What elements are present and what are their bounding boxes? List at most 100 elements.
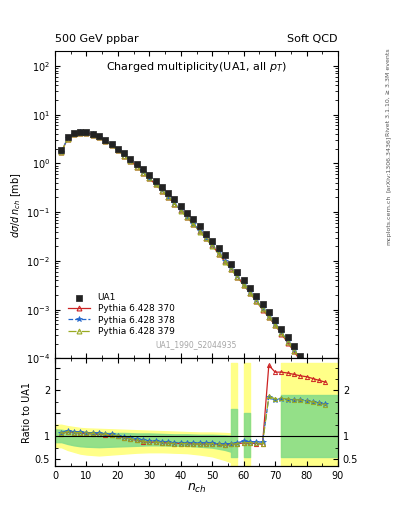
Pythia 6.428 370 — [122, 153, 127, 159]
UA1 — [322, 397, 329, 406]
UA1 — [291, 342, 297, 350]
UA1 — [241, 275, 247, 284]
Pythia 6.428 370 — [103, 138, 108, 144]
Pythia 6.428 370 — [141, 169, 145, 176]
Y-axis label: Ratio to UA1: Ratio to UA1 — [22, 381, 32, 443]
Pythia 6.428 370 — [197, 228, 202, 234]
Text: UA1_1990_S2044935: UA1_1990_S2044935 — [156, 340, 237, 349]
Pythia 6.428 379 — [292, 348, 296, 354]
Pythia 6.428 378 — [90, 132, 95, 138]
Pythia 6.428 370 — [248, 290, 252, 296]
Text: 500 GeV ppbar: 500 GeV ppbar — [55, 33, 139, 44]
Pythia 6.428 379 — [153, 181, 158, 187]
UA1 — [115, 144, 121, 153]
Pythia 6.428 378 — [235, 273, 240, 280]
Pythia 6.428 379 — [122, 153, 127, 159]
UA1 — [159, 183, 165, 191]
UA1 — [83, 128, 90, 136]
Legend: UA1, Pythia 6.428 370, Pythia 6.428 378, Pythia 6.428 379: UA1, Pythia 6.428 370, Pythia 6.428 378,… — [65, 290, 177, 338]
Pythia 6.428 378 — [323, 391, 328, 397]
Pythia 6.428 379 — [317, 382, 321, 389]
UA1 — [146, 171, 152, 179]
Pythia 6.428 378 — [147, 175, 152, 181]
Pythia 6.428 378 — [260, 305, 265, 311]
Pythia 6.428 370 — [292, 348, 296, 354]
Pythia 6.428 378 — [317, 381, 321, 387]
Pythia 6.428 378 — [292, 347, 296, 353]
Pythia 6.428 379 — [78, 130, 83, 136]
Pythia 6.428 378 — [128, 158, 133, 164]
Pythia 6.428 370 — [229, 266, 233, 272]
Line: Pythia 6.428 378: Pythia 6.428 378 — [59, 130, 328, 396]
Pythia 6.428 370 — [204, 236, 208, 242]
Pythia 6.428 370 — [178, 207, 183, 214]
Pythia 6.428 378 — [72, 131, 76, 137]
Pythia 6.428 378 — [204, 234, 208, 241]
Pythia 6.428 379 — [229, 266, 233, 272]
Pythia 6.428 379 — [285, 338, 290, 345]
Pythia 6.428 378 — [160, 187, 164, 194]
Pythia 6.428 370 — [78, 130, 83, 136]
Pythia 6.428 379 — [178, 207, 183, 214]
UA1 — [215, 244, 222, 252]
Pythia 6.428 378 — [210, 242, 215, 248]
Pythia 6.428 379 — [90, 132, 95, 138]
Pythia 6.428 370 — [147, 176, 152, 182]
Pythia 6.428 378 — [216, 249, 221, 255]
UA1 — [272, 316, 278, 324]
Pythia 6.428 370 — [84, 130, 89, 136]
Pythia 6.428 370 — [317, 385, 321, 391]
Pythia 6.428 370 — [235, 274, 240, 280]
UA1 — [203, 230, 209, 238]
Text: Rivet 3.1.10, ≥ 3.3M events: Rivet 3.1.10, ≥ 3.3M events — [386, 48, 391, 136]
UA1 — [196, 222, 203, 230]
Text: Charged multiplicity(UA1, all $p_T$): Charged multiplicity(UA1, all $p_T$) — [106, 60, 287, 74]
Pythia 6.428 370 — [285, 339, 290, 346]
Text: mcplots.cern.ch: mcplots.cern.ch — [386, 195, 391, 245]
UA1 — [121, 150, 127, 158]
Text: [arXiv:1306.3436]: [arXiv:1306.3436] — [386, 136, 391, 192]
Pythia 6.428 370 — [216, 251, 221, 257]
Pythia 6.428 379 — [128, 158, 133, 164]
Pythia 6.428 379 — [304, 365, 309, 371]
Pythia 6.428 379 — [222, 259, 227, 265]
Pythia 6.428 370 — [109, 142, 114, 148]
UA1 — [297, 352, 303, 360]
UA1 — [310, 372, 316, 380]
Pythia 6.428 378 — [97, 134, 101, 140]
Pythia 6.428 378 — [59, 148, 64, 155]
Pythia 6.428 378 — [273, 321, 277, 327]
Pythia 6.428 379 — [141, 169, 145, 176]
Text: Soft QCD: Soft QCD — [288, 33, 338, 44]
Pythia 6.428 378 — [178, 207, 183, 213]
Pythia 6.428 370 — [260, 307, 265, 313]
Pythia 6.428 379 — [254, 298, 259, 304]
Line: Pythia 6.428 370: Pythia 6.428 370 — [59, 130, 328, 401]
Pythia 6.428 370 — [298, 357, 303, 364]
Pythia 6.428 379 — [235, 274, 240, 281]
UA1 — [140, 165, 146, 173]
Pythia 6.428 370 — [210, 242, 215, 248]
Pythia 6.428 370 — [166, 194, 171, 200]
UA1 — [303, 362, 310, 370]
Pythia 6.428 378 — [65, 135, 70, 141]
UA1 — [108, 140, 115, 148]
UA1 — [184, 208, 190, 217]
Pythia 6.428 379 — [103, 138, 108, 144]
Pythia 6.428 370 — [134, 163, 139, 169]
UA1 — [228, 260, 234, 268]
Pythia 6.428 379 — [248, 290, 252, 296]
Pythia 6.428 379 — [72, 131, 76, 137]
UA1 — [134, 160, 140, 168]
Pythia 6.428 370 — [191, 221, 196, 227]
UA1 — [278, 325, 285, 333]
Pythia 6.428 370 — [153, 181, 158, 187]
Pythia 6.428 370 — [304, 366, 309, 372]
Pythia 6.428 378 — [222, 258, 227, 264]
Pythia 6.428 379 — [97, 135, 101, 141]
UA1 — [96, 132, 102, 140]
Pythia 6.428 378 — [254, 297, 259, 304]
Pythia 6.428 379 — [191, 221, 196, 227]
Pythia 6.428 379 — [160, 187, 164, 194]
Pythia 6.428 379 — [65, 136, 70, 142]
